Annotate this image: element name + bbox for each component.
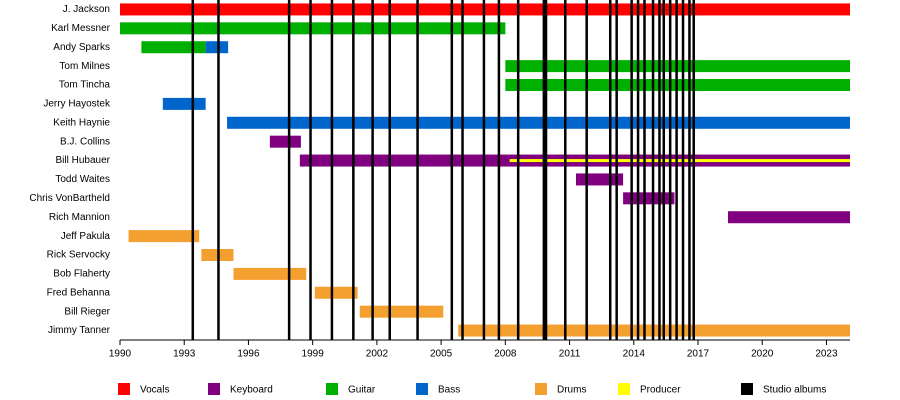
member-bar (162, 97, 206, 110)
legend-label: Vocals (140, 385, 169, 396)
member-label: Bob Flaherty (53, 269, 110, 280)
member-label: Chris VonBartheld (29, 193, 110, 204)
member-bar (623, 192, 675, 205)
x-tick-label: 2014 (623, 349, 646, 360)
member-label: Tom Tincha (59, 80, 111, 91)
member-label: Rick Servocky (47, 250, 110, 261)
legend-swatch (535, 383, 547, 395)
member-bar (233, 267, 307, 280)
legend-label: Guitar (348, 385, 376, 396)
member-bar (205, 41, 229, 54)
legend-label: Keyboard (230, 385, 273, 396)
x-tick-label: 1999 (302, 349, 325, 360)
member-bar (227, 116, 851, 129)
member-label: Karl Messner (51, 23, 111, 34)
member-label: Bill Hubauer (56, 155, 111, 166)
member-label: Jerry Hayostek (43, 99, 111, 110)
member-bar (314, 286, 358, 299)
x-tick-label: 2005 (430, 349, 453, 360)
member-bar (128, 230, 200, 243)
member-label: Tom Milnes (59, 61, 110, 72)
legend-swatch (416, 383, 428, 395)
member-bar (120, 22, 506, 35)
member-bar (359, 305, 444, 318)
legend-swatch (741, 383, 753, 395)
member-label: Keith Haynie (53, 117, 110, 128)
legend-label: Bass (438, 385, 460, 396)
x-tick-label: 2011 (559, 349, 581, 360)
x-tick-label: 2002 (366, 349, 389, 360)
member-label: B.J. Collins (60, 136, 110, 147)
member-label: J. Jackson (63, 4, 110, 15)
member-label: Todd Waites (55, 174, 110, 185)
x-tick-label: 1996 (237, 349, 260, 360)
member-bar (509, 159, 850, 163)
legend-swatch (326, 383, 338, 395)
x-tick-label: 1993 (173, 349, 196, 360)
member-label: Rich Mannion (49, 212, 110, 223)
x-tick-label: 2008 (494, 349, 517, 360)
member-label: Jeff Pakula (61, 231, 111, 242)
x-tick-label: 2020 (751, 349, 774, 360)
x-tick-label: 1990 (109, 349, 132, 360)
x-tick-label: 2023 (815, 349, 838, 360)
legend-swatch (618, 383, 630, 395)
member-bar (141, 41, 206, 54)
legend-label: Producer (640, 385, 681, 396)
member-label: Fred Behanna (47, 287, 111, 298)
member-label: Bill Rieger (64, 306, 110, 317)
legend-swatch (118, 383, 130, 395)
member-bar (269, 135, 301, 148)
member-label: Andy Sparks (53, 42, 110, 53)
member-bar (727, 211, 850, 224)
member-label: Jimmy Tanner (48, 325, 111, 336)
x-tick-label: 2017 (687, 349, 710, 360)
legend-label: Drums (557, 385, 586, 396)
legend-swatch (208, 383, 220, 395)
legend-label: Studio albums (763, 385, 826, 396)
